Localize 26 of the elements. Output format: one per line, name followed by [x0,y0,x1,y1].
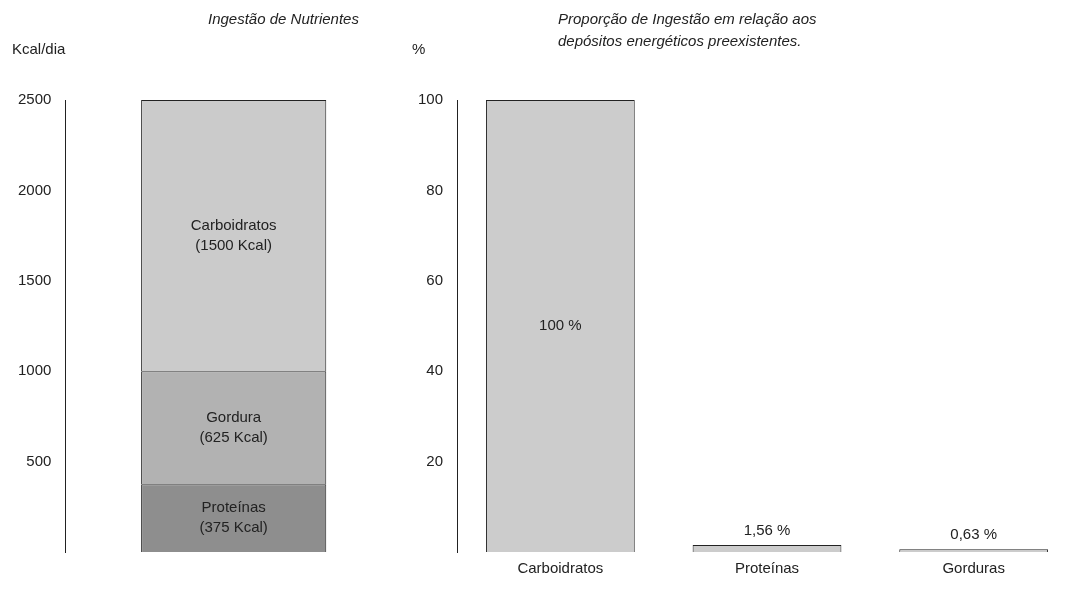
x-tick-label: Gorduras [942,559,1005,577]
series-label: Carboidratos [190,215,277,233]
y-tick-label: 20 [426,451,444,469]
data-label: (375 Kcal) [199,518,268,536]
y-tick-label: 1000 [17,361,52,379]
y-tick-label: 2000 [17,180,52,198]
series-label: Proteínas [201,498,266,516]
data-label: 100 % [539,316,582,334]
series-label: Gordura [206,407,262,425]
chart-title: Proporção de Ingestão em relação aos depósitos energéticos preexistentes. [558,9,818,51]
data-label: 0,63 % [950,525,998,543]
y-tick-label: 60 [426,270,444,288]
x-tick-label: Carboidratos [517,559,604,577]
y-tick-label: 2500 [17,90,52,108]
y-tick-label: 1500 [17,270,52,288]
data-label: (1500 Kcal) [195,235,273,253]
y-axis-title: % [412,40,426,58]
y-axis-title: Kcal/dia [12,40,67,58]
y-tick-label: 80 [426,180,444,198]
data-label: (625 Kcal) [199,427,268,445]
data-label: 1,56 % [743,521,791,539]
y-tick-label: 500 [26,451,52,469]
y-tick-label: 40 [426,361,444,379]
y-tick-label: 100 [418,90,444,108]
chart-title: Ingestão de Nutrientes [208,9,360,29]
x-tick-label: Proteínas [734,559,800,577]
